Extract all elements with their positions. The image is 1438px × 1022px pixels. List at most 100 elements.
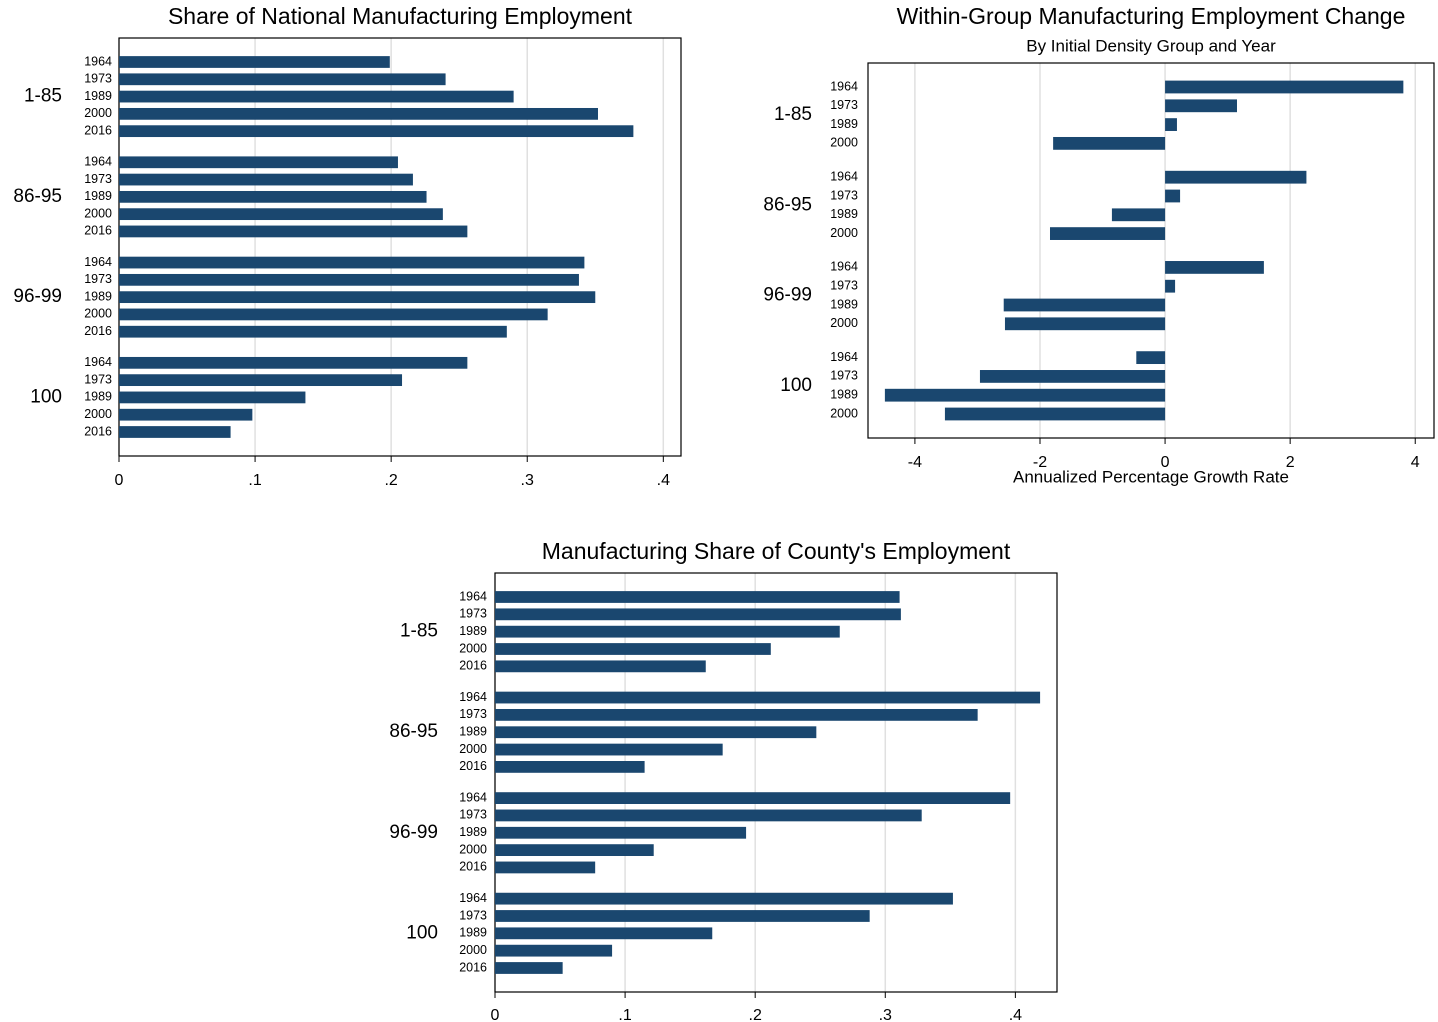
plot-frame [494,572,1058,993]
group-label: 100 [406,922,438,943]
bar [119,73,446,86]
group-label: 96-99 [389,822,438,843]
y-tick-label: 1989 [84,189,112,203]
y-tick-label: 1973 [459,908,487,922]
y-tick-label: 2000 [459,742,487,756]
plot-frame [118,37,682,457]
y-tick-label: 1964 [459,589,487,603]
group-label: 100 [30,386,62,407]
y-tick-label: 2000 [830,136,858,150]
bar [119,225,468,238]
group-label: 1-85 [24,86,62,107]
y-tick-label: 2000 [830,406,858,420]
group-label: 86-95 [13,186,62,207]
bar [495,761,645,773]
bar [495,591,900,603]
bar [119,125,634,138]
y-tick-label: 2000 [459,842,487,856]
y-tick-label: 2000 [84,307,112,321]
x-tick-label: -4 [908,454,922,471]
y-tick-label: 1989 [84,289,112,303]
y-tick-label: 1973 [459,607,487,621]
bar [495,708,978,721]
y-tick-label: 2000 [459,641,487,655]
x-tick-label: -2 [1033,454,1047,471]
bar [495,792,1011,804]
y-tick-label: 1973 [830,279,858,293]
y-tick-label: 1989 [830,388,858,402]
bar [119,308,548,321]
y-tick-label: 1964 [830,79,858,93]
y-tick-label: 2000 [84,407,112,421]
plot-frame [867,62,1435,439]
bar [495,927,713,940]
bar [495,861,596,874]
y-tick-label: 2016 [459,759,487,773]
x-tick-label: 2 [1286,454,1295,471]
y-tick-label: 1989 [459,624,487,638]
y-tick-label: 1973 [830,188,858,202]
bar [119,356,468,369]
bar [1165,118,1177,131]
y-tick-label: 1964 [459,690,487,704]
x-tick-label: .4 [657,472,670,489]
bar [495,809,922,822]
y-tick-label: 1973 [459,808,487,822]
bar [495,910,870,922]
bar [495,743,723,756]
group-label: 86-95 [389,721,438,742]
bar [1049,227,1166,240]
x-tick-label: 4 [1411,454,1420,471]
bar [1136,351,1166,365]
bar [119,173,413,186]
y-tick-label: 2000 [830,226,858,240]
y-tick-label: 2016 [84,324,112,338]
x-tick-label: 0 [115,472,124,489]
y-tick-label: 1989 [84,390,112,404]
group-label: 96-99 [763,285,812,306]
y-tick-label: 1973 [84,72,112,86]
bar [119,273,579,286]
group-label: 86-95 [763,194,812,215]
y-tick-label: 1973 [459,707,487,721]
y-tick-label: 1989 [459,926,487,940]
y-tick-label: 1989 [459,725,487,739]
bar [495,608,901,621]
y-tick-label: 2016 [459,659,487,673]
x-tick-label: 0 [491,1007,500,1022]
bar [119,208,443,221]
bar [1003,298,1166,312]
bar [495,844,654,857]
bar [119,156,398,169]
y-tick-label: 1973 [830,369,858,383]
bar [119,256,585,269]
y-tick-label: 1989 [830,117,858,131]
group-label: 100 [780,375,812,396]
y-tick-label: 1964 [459,790,487,804]
bar [119,56,390,68]
bar [1165,80,1404,94]
bar [495,944,613,957]
bar [495,625,840,638]
group-label: 1-85 [400,621,438,642]
y-tick-label: 1964 [84,155,112,169]
bar [1165,189,1181,203]
y-tick-label: 2000 [830,316,858,330]
y-tick-label: 1964 [84,355,112,369]
y-tick-label: 1964 [84,54,112,68]
bar [119,374,403,387]
y-tick-label: 2016 [459,860,487,874]
y-tick-label: 1964 [459,891,487,905]
group-label: 96-99 [13,286,62,307]
y-tick-label: 1964 [84,255,112,269]
y-tick-label: 1989 [84,89,112,103]
bar [884,388,1166,402]
y-tick-label: 2000 [84,206,112,220]
chart-subtitle: By Initial Density Group and Year [1026,36,1276,55]
bar [119,426,231,438]
bar [495,962,563,974]
x-tick-label: .3 [879,1007,892,1022]
y-tick-label: 2016 [84,123,112,137]
y-tick-label: 1964 [830,350,858,364]
